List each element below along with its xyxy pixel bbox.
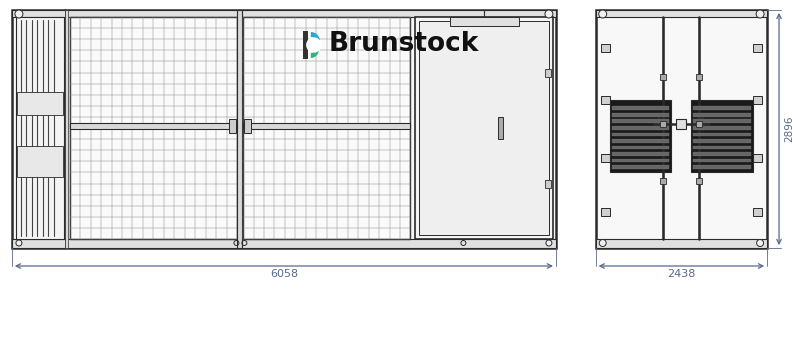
Bar — [419, 21, 549, 235]
Bar — [753, 97, 762, 104]
Bar — [753, 208, 762, 216]
Bar — [611, 106, 669, 110]
Bar — [611, 139, 669, 143]
Wedge shape — [310, 32, 320, 50]
Bar — [237, 10, 242, 248]
Bar — [229, 119, 236, 133]
Bar — [611, 159, 669, 162]
Bar — [696, 178, 702, 184]
Text: Brunstock: Brunstock — [329, 31, 479, 57]
Bar — [64, 10, 68, 248]
Bar — [693, 113, 751, 117]
Bar — [693, 126, 751, 130]
Bar — [611, 133, 669, 136]
Bar — [611, 113, 669, 117]
Bar — [450, 17, 518, 26]
Bar — [693, 159, 751, 162]
Circle shape — [545, 10, 553, 18]
Bar — [601, 208, 610, 216]
Bar — [611, 165, 669, 169]
Circle shape — [757, 239, 763, 246]
Bar — [17, 92, 63, 115]
Bar — [416, 17, 553, 239]
Text: 2438: 2438 — [667, 269, 696, 279]
Bar — [243, 17, 411, 239]
Bar — [611, 152, 669, 156]
Bar — [611, 146, 669, 149]
Bar — [692, 100, 753, 172]
Bar — [601, 154, 610, 162]
Circle shape — [546, 240, 552, 246]
Bar — [243, 123, 411, 129]
Bar — [17, 146, 63, 177]
Bar — [693, 133, 751, 136]
Circle shape — [756, 10, 764, 18]
Bar — [601, 44, 610, 52]
Bar — [70, 123, 237, 129]
Bar — [244, 119, 251, 133]
Bar — [545, 180, 551, 188]
Bar — [611, 126, 669, 130]
Bar — [693, 119, 751, 123]
Bar — [595, 10, 767, 17]
Bar — [611, 119, 669, 123]
Bar — [693, 146, 751, 149]
Bar — [753, 154, 762, 162]
Bar — [12, 239, 556, 248]
Bar — [16, 17, 64, 239]
Bar — [693, 152, 751, 156]
Circle shape — [599, 239, 607, 246]
Circle shape — [16, 240, 22, 246]
Bar — [661, 74, 666, 80]
Bar — [693, 106, 751, 110]
Bar — [545, 69, 551, 77]
Bar — [693, 165, 751, 169]
Bar — [601, 97, 610, 104]
Bar — [696, 74, 702, 80]
Bar — [12, 10, 556, 248]
Bar — [753, 44, 762, 52]
Circle shape — [599, 10, 607, 18]
Bar — [610, 100, 671, 172]
Bar — [661, 178, 666, 184]
Bar — [302, 31, 308, 59]
Circle shape — [306, 38, 321, 52]
Bar — [696, 121, 702, 127]
Bar — [661, 121, 666, 127]
Bar — [12, 10, 556, 17]
Text: 6058: 6058 — [270, 269, 298, 279]
Circle shape — [15, 10, 23, 18]
Bar — [70, 17, 237, 239]
Bar — [693, 139, 751, 143]
Bar — [677, 119, 686, 129]
Bar — [498, 117, 503, 139]
Text: 2896: 2896 — [784, 116, 794, 142]
Bar — [595, 10, 767, 248]
Bar — [595, 239, 767, 248]
Wedge shape — [310, 42, 318, 58]
